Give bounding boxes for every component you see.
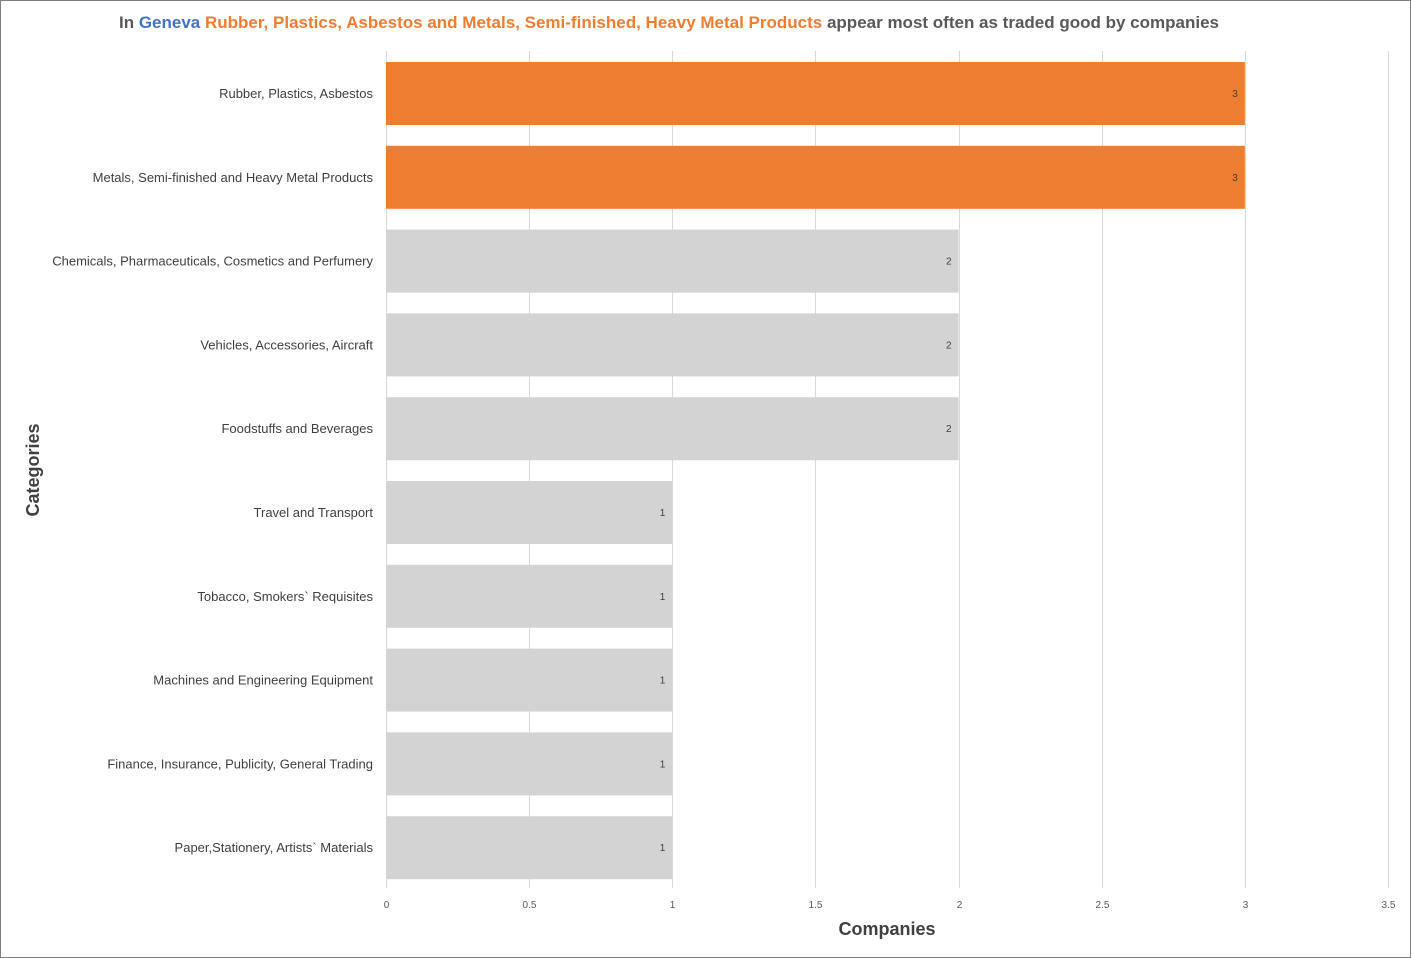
bars <box>386 62 1245 880</box>
data-label: 1 <box>660 592 666 603</box>
x-tick-label: 3 <box>1243 900 1249 911</box>
x-tick-label: 3.5 <box>1382 900 1396 911</box>
y-axis-title: Categories <box>23 423 43 516</box>
category-label: Vehicles, Accessories, Aircraft <box>200 337 373 352</box>
x-tick-label: 1 <box>670 900 676 911</box>
bar <box>386 648 673 712</box>
bar <box>386 564 673 628</box>
x-tick-label: 1.5 <box>809 900 823 911</box>
x-tick-label: 2.5 <box>1096 900 1110 911</box>
chart-title: In Geneva Rubber, Plastics, Asbestos and… <box>1 13 1337 33</box>
category-label: Chemicals, Pharmaceuticals, Cosmetics an… <box>52 254 373 269</box>
x-tick-label: 2 <box>957 900 963 911</box>
bar <box>386 62 1245 125</box>
category-label: Metals, Semi-finished and Heavy Metal Pr… <box>93 170 374 185</box>
title-categories: Rubber, Plastics, Asbestos and Metals, S… <box>205 13 823 32</box>
category-labels: Rubber, Plastics, Asbestos Metals, Semi-f… <box>52 86 373 855</box>
data-label: 3 <box>1232 173 1238 184</box>
bar <box>386 229 959 293</box>
category-label: Travel and Transport <box>254 505 374 520</box>
bar <box>386 481 673 544</box>
category-label: Tobacco, Smokers` Requisites <box>197 589 373 604</box>
x-tick-labels: 0 0.5 1 1.5 2 2.5 3 3.5 <box>384 900 1396 911</box>
data-label: 3 <box>1232 89 1238 100</box>
data-label: 1 <box>660 508 666 519</box>
x-axis-title: Companies <box>838 919 935 939</box>
bar <box>386 732 673 796</box>
data-label: 2 <box>946 424 952 435</box>
title-prefix: In <box>118 13 135 32</box>
data-label: 1 <box>660 759 666 770</box>
data-label: 2 <box>946 257 952 268</box>
category-label: Rubber, Plastics, Asbestos <box>219 86 373 101</box>
category-label: Foodstuffs and Beverages <box>221 421 373 436</box>
category-label: Machines and Engineering Equipment <box>153 673 373 688</box>
data-label: 2 <box>946 340 952 351</box>
data-labels: 3 3 2 2 2 1 1 1 1 1 <box>660 89 1239 854</box>
bar <box>386 816 673 880</box>
bar <box>386 313 959 377</box>
title-city: Geneva <box>138 13 201 32</box>
title-suffix: appear most often as traded good by comp… <box>826 13 1219 32</box>
x-tick-label: 0.5 <box>523 900 537 911</box>
x-tick-label: 0 <box>384 900 390 911</box>
category-label: Paper,Stationery, Artists` Materials <box>175 840 374 855</box>
data-label: 1 <box>660 676 666 687</box>
bar <box>386 397 959 461</box>
bar <box>386 145 1245 209</box>
category-label: Finance, Insurance, Publicity, General T… <box>107 756 373 771</box>
data-label: 1 <box>660 843 666 854</box>
